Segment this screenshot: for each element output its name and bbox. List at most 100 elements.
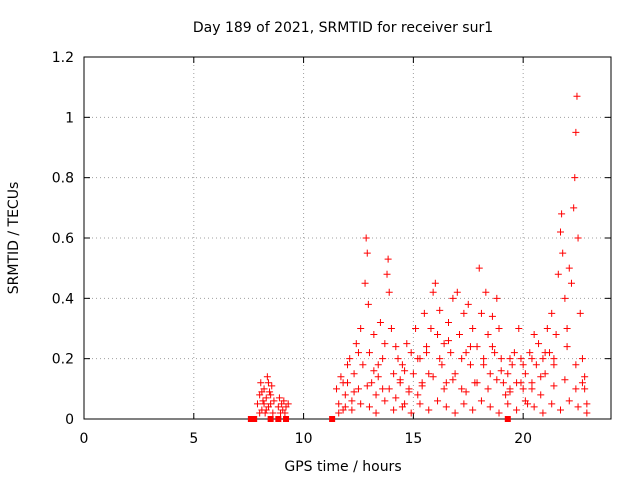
data-point	[581, 385, 589, 393]
data-point	[350, 370, 358, 378]
y-tick-label: 0.4	[52, 291, 74, 307]
data-point	[370, 367, 378, 375]
data-point	[372, 391, 380, 399]
y-tick-label: 0.2	[52, 352, 74, 368]
data-point	[528, 355, 536, 363]
data-point	[530, 331, 538, 339]
data-point	[390, 406, 398, 414]
data-point	[504, 400, 512, 408]
data-point	[517, 379, 525, 387]
data-point	[420, 309, 428, 317]
data-point	[473, 343, 481, 351]
data-point	[392, 343, 400, 351]
gap-marker	[251, 416, 258, 422]
data-point	[506, 355, 514, 363]
data-point	[357, 325, 365, 332]
data-point	[350, 388, 358, 396]
data-point	[477, 397, 485, 405]
data-point	[497, 355, 505, 363]
data-point	[434, 331, 442, 339]
data-point	[556, 228, 564, 236]
data-point	[466, 343, 474, 351]
data-point	[414, 391, 422, 399]
data-point	[574, 403, 582, 411]
data-point	[506, 388, 514, 396]
data-point	[398, 403, 406, 411]
data-point	[354, 349, 362, 357]
data-point	[416, 400, 424, 408]
data-point	[550, 361, 558, 369]
x-axis-label: GPS time / hours	[284, 459, 401, 475]
data-point	[384, 255, 392, 263]
data-point	[458, 355, 466, 363]
data-point	[574, 234, 582, 242]
data-point	[256, 409, 264, 417]
data-point	[497, 367, 505, 375]
data-point	[398, 361, 406, 369]
data-point	[455, 331, 463, 339]
data-point	[423, 349, 431, 357]
data-point	[268, 382, 276, 390]
data-point	[554, 270, 562, 278]
data-point	[348, 406, 356, 414]
data-point	[434, 397, 442, 405]
data-point	[510, 349, 518, 357]
data-point	[583, 400, 591, 408]
data-point	[407, 409, 415, 417]
data-point	[368, 379, 376, 387]
data-point	[383, 270, 391, 278]
data-point	[558, 210, 566, 218]
data-point	[535, 340, 543, 348]
data-point	[572, 128, 580, 136]
data-point	[462, 349, 470, 357]
data-point	[344, 361, 351, 369]
data-point	[253, 400, 261, 408]
data-point	[258, 388, 266, 396]
data-point	[521, 370, 529, 378]
data-point	[469, 325, 477, 332]
data-point	[541, 370, 549, 378]
data-point	[493, 376, 501, 384]
chart-title: Day 189 of 2021, SRMTID for receiver sur…	[193, 20, 493, 36]
data-point	[571, 174, 579, 182]
data-point	[537, 391, 545, 399]
data-point	[528, 385, 536, 393]
data-point	[423, 343, 431, 351]
data-point	[418, 382, 426, 390]
data-point	[570, 204, 578, 212]
data-point	[517, 355, 525, 363]
data-point	[403, 340, 411, 348]
data-point	[401, 367, 409, 375]
data-point	[425, 370, 433, 378]
data-point	[530, 403, 538, 411]
data-point	[473, 379, 481, 387]
data-point	[572, 385, 580, 393]
data-point	[425, 406, 433, 414]
data-point	[462, 388, 470, 396]
data-point	[556, 406, 564, 414]
data-point	[339, 379, 347, 387]
data-point	[266, 388, 274, 396]
data-point	[370, 331, 378, 339]
data-point	[264, 379, 272, 387]
data-point	[563, 325, 571, 332]
data-point	[267, 400, 275, 408]
data-point	[381, 340, 389, 348]
data-point	[392, 394, 400, 402]
y-tick-label: 0.6	[52, 231, 74, 247]
data-point	[469, 406, 477, 414]
data-point	[576, 309, 584, 317]
data-point	[263, 373, 271, 381]
data-point	[341, 403, 349, 411]
y-axis-label: SRMTID / TECUs	[6, 182, 22, 295]
data-point	[583, 409, 591, 417]
grid-layer	[84, 57, 611, 419]
data-point	[458, 385, 466, 393]
data-point	[486, 370, 494, 378]
data-point	[429, 288, 437, 296]
data-point	[504, 370, 512, 378]
y-tick-label: 0	[65, 412, 74, 428]
data-point	[578, 379, 586, 387]
data-point	[341, 391, 349, 399]
data-point	[495, 409, 503, 417]
